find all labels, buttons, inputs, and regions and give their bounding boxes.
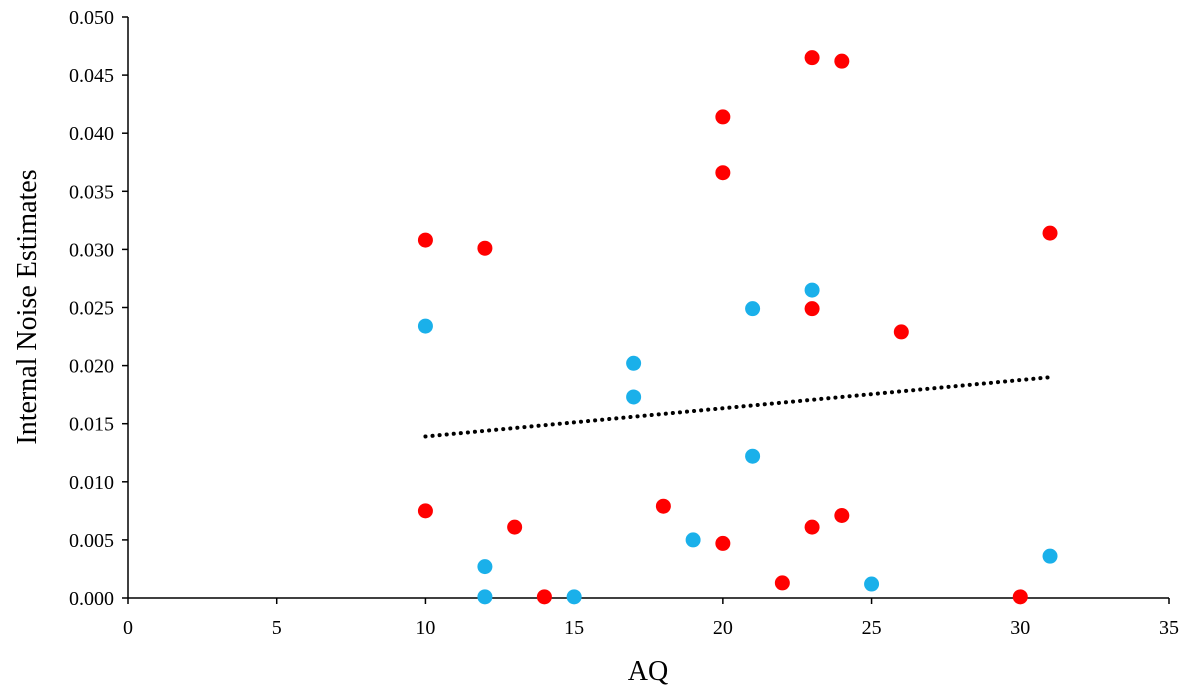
- data-point: [834, 507, 850, 523]
- x-tick-label: 30: [1010, 617, 1030, 639]
- data-point: [804, 301, 820, 317]
- x-tick-label: 35: [1159, 617, 1179, 639]
- x-tick-label: 0: [123, 617, 133, 639]
- data-point: [715, 109, 731, 125]
- data-point: [804, 519, 820, 535]
- data-point: [804, 282, 820, 298]
- data-point: [774, 575, 790, 591]
- data-point: [417, 232, 433, 248]
- data-point: [477, 240, 493, 256]
- data-points: [417, 50, 1058, 605]
- data-point: [417, 503, 433, 519]
- data-point: [626, 389, 642, 405]
- y-tick-label: 0.035: [69, 181, 114, 203]
- y-tick-label: 0.040: [69, 123, 114, 145]
- x-tick-label: 20: [713, 617, 733, 639]
- y-axis-title: Internal Noise Estimates: [12, 169, 43, 444]
- data-point: [715, 535, 731, 551]
- x-tick-label: 5: [272, 617, 282, 639]
- data-point: [834, 53, 850, 69]
- data-point: [566, 589, 582, 605]
- data-point: [685, 532, 701, 548]
- data-point: [715, 165, 731, 181]
- trendline: [423, 375, 1053, 439]
- data-point: [864, 576, 880, 592]
- data-point: [1042, 225, 1058, 241]
- y-tick-label: 0.005: [69, 530, 114, 552]
- data-point: [1042, 548, 1058, 564]
- data-point: [893, 324, 909, 340]
- data-point: [536, 589, 552, 605]
- data-point: [745, 448, 761, 464]
- data-point: [507, 519, 523, 535]
- data-point: [745, 301, 761, 317]
- data-point: [417, 318, 433, 334]
- data-point: [477, 559, 493, 575]
- y-tick-label: 0.030: [69, 239, 114, 261]
- x-axis-ticks: 0 5 10 15 20 25 30 35: [123, 598, 1179, 639]
- data-point: [655, 498, 671, 514]
- y-tick-label: 0.050: [69, 7, 114, 29]
- y-axis-ticks: 0.000 0.005 0.010 0.015 0.020 0.025 0.030 0.035…: [69, 7, 128, 610]
- data-point: [1012, 589, 1028, 605]
- x-tick-label: 25: [862, 617, 882, 639]
- y-tick-label: 0.015: [69, 414, 114, 436]
- y-tick-label: 0.010: [69, 472, 114, 494]
- data-point: [477, 589, 493, 605]
- y-tick-label: 0.020: [69, 356, 114, 378]
- y-tick-label: 0.025: [69, 298, 114, 320]
- data-point: [804, 50, 820, 66]
- x-tick-label: 10: [415, 617, 435, 639]
- data-point: [626, 355, 642, 371]
- y-tick-label: 0.045: [69, 65, 114, 87]
- x-tick-label: 15: [564, 617, 584, 639]
- x-axis-title: AQ: [628, 656, 668, 687]
- y-tick-label: 0.000: [69, 588, 114, 610]
